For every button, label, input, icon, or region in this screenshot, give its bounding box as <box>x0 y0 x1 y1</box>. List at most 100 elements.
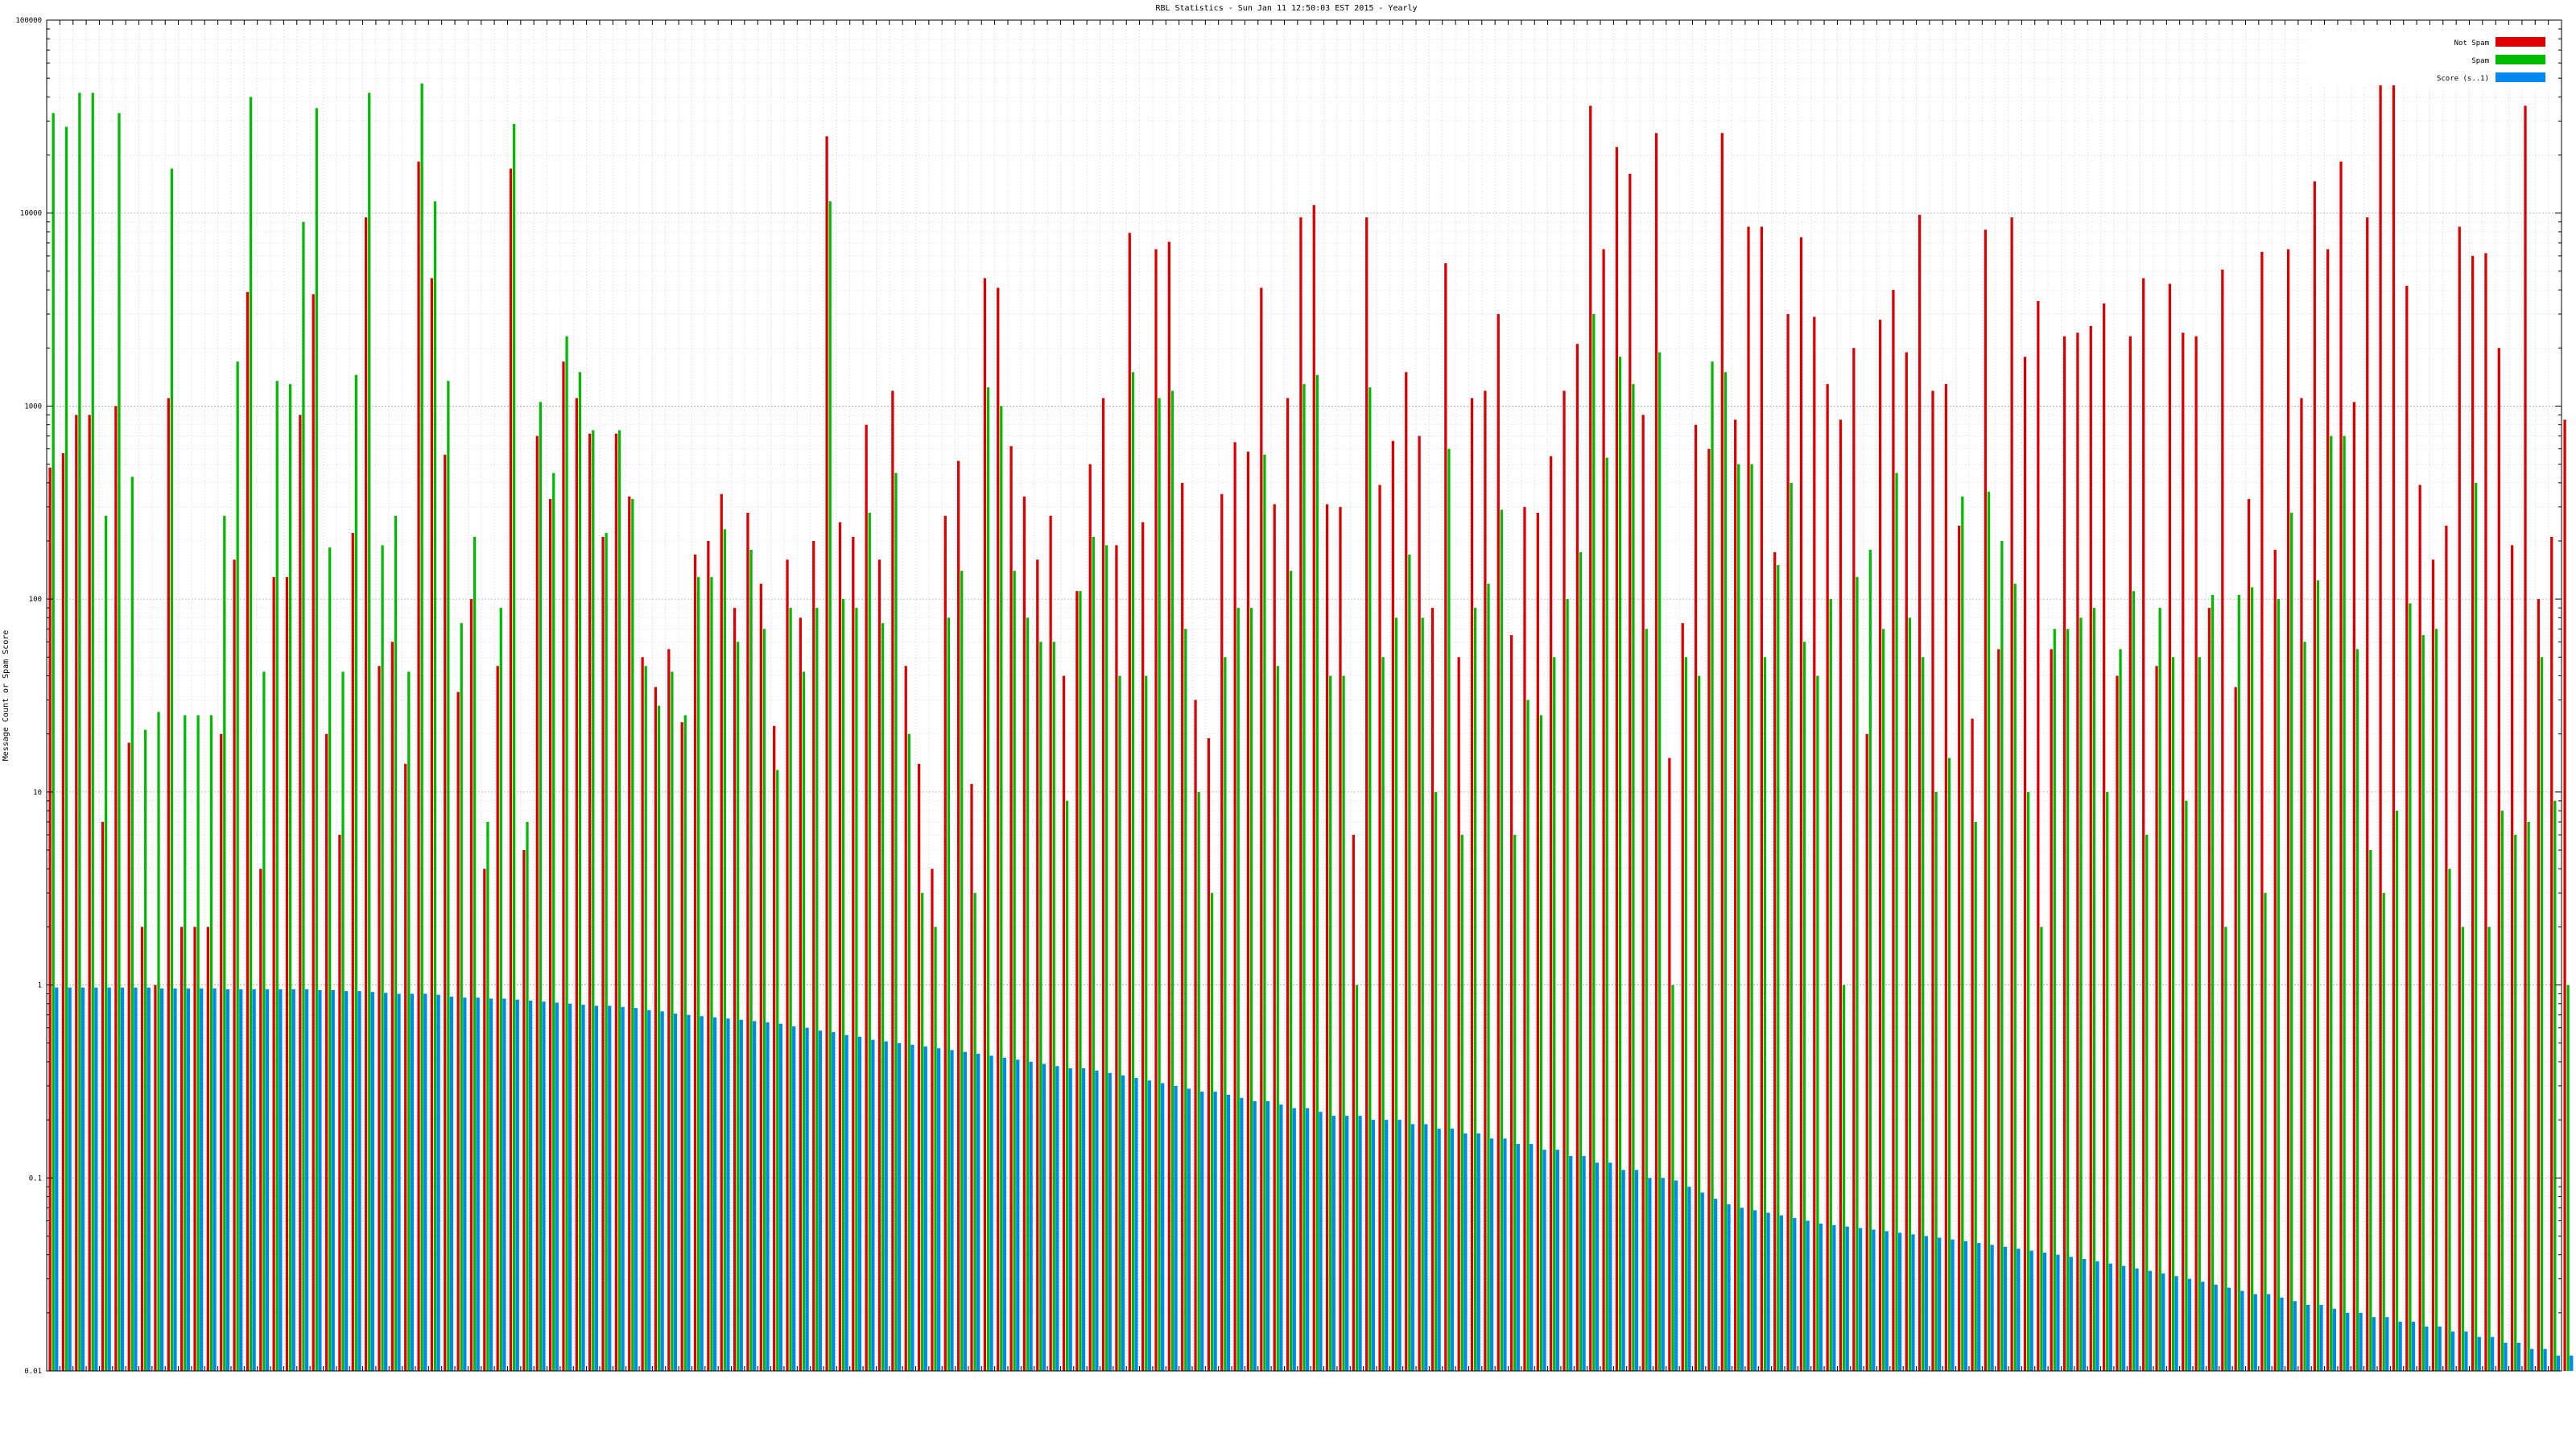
bar-not-spam <box>1760 226 1764 1372</box>
bar-spam <box>1131 372 1135 1371</box>
bar-spam <box>605 533 608 1371</box>
bar-score-s-1 <box>1147 1080 1151 1371</box>
bar-score-s-1 <box>1832 1224 1836 1371</box>
bar-not-spam <box>1720 133 1724 1371</box>
bar-spam <box>710 576 713 1371</box>
bar-not-spam <box>2445 526 2448 1372</box>
bar-spam <box>2092 608 2095 1371</box>
bar-score-s-1 <box>2477 1336 2481 1371</box>
bar-not-spam <box>1036 559 1039 1371</box>
bar-spam <box>236 361 239 1372</box>
bar-not-spam <box>917 763 921 1371</box>
bar-score-s-1 <box>1200 1092 1204 1371</box>
y-tick-label: 1 <box>38 982 42 990</box>
bar-not-spam <box>601 536 605 1371</box>
bar-spam <box>223 515 226 1372</box>
bar-not-spam <box>246 291 250 1371</box>
bar-spam <box>1987 491 1991 1371</box>
bar-score-s-1 <box>950 1050 954 1371</box>
bar-spam <box>354 374 358 1372</box>
bar-score-s-1 <box>2385 1317 2389 1371</box>
bar-not-spam <box>1405 372 1408 1371</box>
bar-not-spam <box>812 540 815 1371</box>
bar-score-s-1 <box>1305 1108 1310 1371</box>
bar-spam <box>2421 634 2425 1371</box>
bar-spam <box>1605 457 1608 1371</box>
bar-spam <box>1763 657 1767 1371</box>
bar-not-spam <box>1944 384 1947 1371</box>
bar-not-spam <box>1339 506 1342 1372</box>
bar-score-s-1 <box>410 993 415 1371</box>
bar-not-spam <box>2352 402 2356 1372</box>
bar-spam <box>262 671 266 1371</box>
bar-score-s-1 <box>1213 1092 1217 1371</box>
bar-spam <box>2303 642 2306 1371</box>
bar-score-s-1 <box>1081 1068 1086 1371</box>
bar-spam <box>723 529 726 1371</box>
bar-spam <box>2409 603 2412 1371</box>
legend-label: Not Spam <box>2454 39 2489 47</box>
bar-not-spam <box>1734 419 1737 1371</box>
bar-not-spam <box>417 161 420 1371</box>
bar-spam <box>2106 791 2109 1371</box>
bar-not-spam <box>1167 242 1170 1372</box>
bar-not-spam <box>193 927 196 1371</box>
bar-score-s-1 <box>1897 1232 1902 1371</box>
chart-title: RBL Statistics - Sun Jan 11 12:50:03 EST… <box>1155 4 1417 13</box>
bar-not-spam <box>1365 217 1368 1372</box>
bar-score-s-1 <box>1437 1129 1441 1371</box>
bar-not-spam <box>1430 608 1435 1371</box>
bar-score-s-1 <box>884 1041 888 1371</box>
bar-spam <box>1698 675 1701 1371</box>
bar-not-spam <box>364 217 368 1372</box>
bar-not-spam <box>1707 448 1711 1371</box>
bar-score-s-1 <box>476 997 480 1371</box>
bar-score-s-1 <box>1872 1229 1876 1371</box>
bar-score-s-1 <box>1319 1112 1323 1371</box>
bar-spam <box>1329 675 1332 1371</box>
bar-not-spam <box>1826 384 1829 1371</box>
bar-not-spam <box>1378 485 1381 1371</box>
bar-score-s-1 <box>304 989 309 1371</box>
bar-spam <box>1170 390 1174 1371</box>
bar-score-s-1 <box>1779 1215 1784 1371</box>
bar-not-spam <box>1971 718 1974 1371</box>
bar-not-spam <box>2511 545 2514 1371</box>
bar-not-spam <box>1207 738 1211 1371</box>
bar-score-s-1 <box>1793 1218 1797 1371</box>
bar-score-s-1 <box>2372 1317 2376 1371</box>
bar-spam <box>855 608 858 1371</box>
bar-not-spam <box>2550 536 2553 1371</box>
bar-spam <box>973 893 976 1371</box>
bar-not-spam <box>2194 336 2198 1371</box>
bar-not-spam <box>1931 390 1934 1371</box>
bar-spam <box>2185 800 2188 1371</box>
bar-score-s-1 <box>673 1013 678 1371</box>
bar-not-spam <box>1813 316 1816 1371</box>
bar-not-spam <box>799 617 803 1371</box>
bar-not-spam <box>1773 551 1777 1371</box>
bar-spam <box>934 927 937 1371</box>
bar-spam <box>1711 361 1714 1372</box>
bar-score-s-1 <box>1410 1124 1415 1371</box>
bar-spam <box>1513 835 1517 1371</box>
bar-not-spam <box>61 452 65 1371</box>
bar-score-s-1 <box>68 987 72 1371</box>
bar-not-spam <box>312 294 315 1371</box>
bar-not-spam <box>562 361 565 1372</box>
bar-score-s-1 <box>173 988 177 1371</box>
bar-spam <box>1421 617 1424 1371</box>
bar-spam <box>2132 591 2136 1371</box>
bar-spam <box>368 93 371 1372</box>
bar-score-s-1 <box>502 998 506 1371</box>
bar-score-s-1 <box>2161 1273 2165 1371</box>
bar-not-spam <box>2102 303 2106 1371</box>
bar-not-spam <box>1786 314 1790 1371</box>
bar-not-spam <box>1878 320 1882 1371</box>
bar-not-spam <box>2142 278 2145 1372</box>
bar-not-spam <box>1550 456 1553 1371</box>
bar-not-spam <box>259 869 262 1371</box>
bar-not-spam <box>1668 758 1671 1371</box>
bar-spam <box>1145 675 1148 1371</box>
bar-spam <box>1065 800 1069 1371</box>
